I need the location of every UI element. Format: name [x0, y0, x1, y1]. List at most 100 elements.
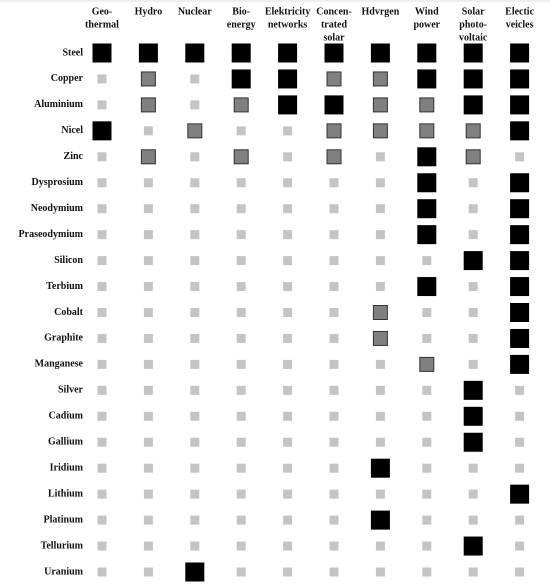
cell-marker — [236, 359, 246, 369]
cell-marker — [468, 333, 478, 343]
row-label: Silicon — [54, 255, 83, 266]
cell-marker — [329, 489, 339, 499]
cell-marker — [97, 489, 107, 499]
cell-marker — [510, 225, 530, 245]
column-header: thermal — [85, 19, 119, 30]
cell-marker — [510, 173, 530, 193]
cell-marker — [468, 489, 478, 499]
cell-marker — [97, 359, 107, 369]
cell-marker — [143, 282, 153, 292]
row-label: Neodymium — [31, 203, 84, 214]
cell-marker — [375, 411, 385, 421]
cell-marker — [510, 354, 530, 374]
cell-marker — [422, 411, 432, 421]
cell-marker — [236, 230, 246, 240]
cell-marker — [143, 437, 153, 447]
row-label: Dysprosium — [32, 177, 84, 188]
cell-marker — [510, 303, 530, 322]
cell-marker — [140, 97, 156, 113]
cell-marker — [140, 71, 156, 87]
cell-marker — [236, 178, 246, 188]
cell-marker — [465, 149, 481, 165]
column-header: Hydro — [135, 6, 163, 17]
cell-marker — [329, 333, 339, 343]
cell-marker — [190, 152, 200, 162]
cell-marker — [510, 484, 530, 504]
column-header: trated — [321, 19, 348, 30]
cell-marker — [236, 567, 246, 577]
cell-marker — [422, 437, 432, 447]
row-label: Cadium — [49, 411, 84, 422]
column-header: solar — [323, 32, 345, 43]
cell-marker — [463, 406, 483, 426]
cell-marker — [329, 204, 339, 214]
cell-marker — [465, 123, 481, 139]
cell-marker — [372, 330, 388, 346]
cell-marker — [97, 541, 107, 551]
cell-marker — [283, 359, 293, 369]
cell-marker — [190, 359, 200, 369]
column-header: voltaic — [459, 32, 488, 43]
cell-marker — [468, 178, 478, 188]
cell-marker — [510, 277, 530, 297]
column-header: Geo- — [92, 6, 113, 17]
cell-marker — [463, 43, 483, 63]
cell-marker — [375, 282, 385, 292]
cell-marker — [422, 489, 432, 499]
cell-marker — [370, 43, 390, 63]
cell-marker — [375, 385, 385, 395]
cell-marker — [283, 308, 293, 317]
cell-marker — [468, 463, 478, 473]
cell-marker — [468, 282, 478, 292]
cell-marker — [283, 541, 293, 551]
column-header: networks — [268, 19, 308, 30]
cell-marker — [422, 567, 432, 577]
cell-marker — [417, 43, 437, 63]
column-header: power — [413, 19, 440, 30]
cell-marker — [510, 121, 530, 141]
cell-marker — [143, 308, 153, 317]
cell-marker — [190, 282, 200, 292]
cell-marker — [140, 149, 156, 165]
column-header: Bio- — [232, 6, 250, 17]
cell-marker — [422, 256, 432, 266]
cell-marker — [97, 567, 107, 577]
cell-marker — [372, 71, 388, 87]
cell-marker — [143, 541, 153, 551]
cell-marker — [326, 123, 342, 139]
column-header: Hdvrgen — [362, 6, 400, 17]
cell-marker — [283, 256, 293, 266]
column-header: Electic — [505, 6, 534, 17]
cell-marker — [97, 256, 107, 266]
cell-marker — [185, 562, 205, 582]
column-header: veicles — [506, 19, 534, 30]
cell-marker — [375, 437, 385, 447]
cell-marker — [468, 515, 478, 525]
cell-marker — [97, 204, 107, 214]
cell-marker — [370, 510, 390, 530]
cell-marker — [329, 385, 339, 395]
cell-marker — [236, 411, 246, 421]
cell-marker — [97, 100, 107, 110]
cell-marker — [419, 123, 435, 139]
cell-marker — [97, 411, 107, 421]
cell-marker — [326, 149, 342, 165]
cell-marker — [510, 199, 530, 219]
cell-marker — [375, 256, 385, 266]
cell-marker — [190, 74, 200, 84]
cell-marker — [422, 385, 432, 395]
cell-marker — [97, 437, 107, 447]
cell-marker — [278, 95, 298, 115]
row-label: Manganese — [35, 359, 84, 370]
cell-marker — [422, 515, 432, 525]
cell-marker — [236, 463, 246, 473]
row-label: Iridium — [50, 462, 84, 473]
row-label: Platinum — [44, 514, 84, 525]
cell-marker — [463, 251, 483, 271]
cell-marker — [510, 95, 530, 115]
row-label: Gallium — [48, 437, 84, 448]
cell-marker — [283, 567, 293, 577]
cell-marker — [419, 97, 435, 113]
cell-marker — [187, 123, 203, 139]
cell-marker — [143, 567, 153, 577]
